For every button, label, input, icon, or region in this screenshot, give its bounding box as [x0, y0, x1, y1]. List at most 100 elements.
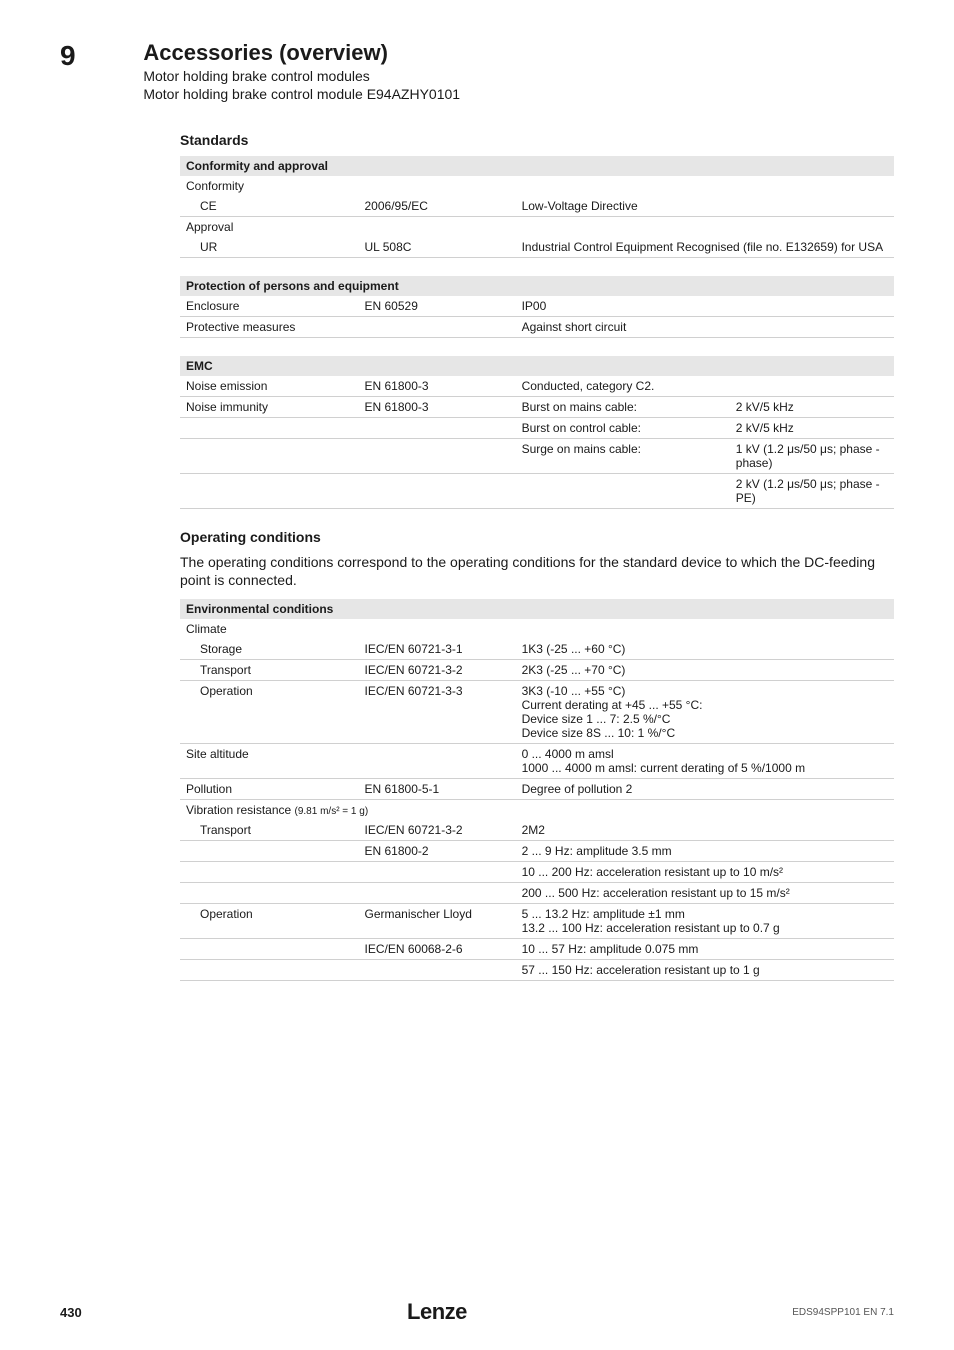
table-cell: 1 kV (1.2 μs/50 μs; phase - phase): [730, 439, 894, 474]
table-cell: Operation: [180, 904, 359, 939]
table-cell: 2 kV/5 kHz: [730, 397, 894, 418]
emc-title: EMC: [180, 356, 894, 376]
table-cell: Germanischer Lloyd: [359, 904, 516, 939]
table-row: Noise immunityEN 61800-3Burst on mains c…: [180, 397, 894, 418]
table-cell: UL 508C: [359, 237, 516, 258]
table-cell: 2006/95/EC: [359, 196, 516, 217]
table-cell: [359, 176, 516, 196]
table-cell: Against short circuit: [516, 317, 894, 338]
table-cell: Enclosure: [180, 296, 359, 317]
table-cell: 10 ... 200 Hz: acceleration resistant up…: [516, 862, 894, 883]
table-cell: 1K3 (-25 ... +60 °C): [516, 639, 894, 660]
table-cell: EN 60529: [359, 296, 516, 317]
table-cell: [359, 862, 516, 883]
page-number: 430: [60, 1305, 82, 1320]
table-cell: 2 ... 9 Hz: amplitude 3.5 mm: [516, 841, 894, 862]
table-cell: UR: [180, 237, 359, 258]
table-row: Surge on mains cable:1 kV (1.2 μs/50 μs;…: [180, 439, 894, 474]
table-row: OperationGermanischer Lloyd5 ... 13.2 Hz…: [180, 904, 894, 939]
table-row: Burst on control cable:2 kV/5 kHz: [180, 418, 894, 439]
protection-table: Protection of persons and equipment Encl…: [180, 276, 894, 338]
table-cell: [359, 418, 516, 439]
document-id: EDS94SPP101 EN 7.1: [792, 1307, 894, 1318]
table-cell: IEC/EN 60721-3-3: [359, 681, 516, 744]
table-cell: 0 ... 4000 m amsl 1000 ... 4000 m amsl: …: [516, 744, 894, 779]
table-cell: [359, 439, 516, 474]
table-cell: Degree of pollution 2: [516, 779, 894, 800]
table-cell: 2 kV (1.2 μs/50 μs; phase - PE): [730, 474, 894, 509]
table-row: IEC/EN 60068-2-610 ... 57 Hz: amplitude …: [180, 939, 894, 960]
table-cell: Low-Voltage Directive: [516, 196, 894, 217]
environmental-table: Environmental conditions Climate Storage…: [180, 599, 894, 981]
table-cell: [359, 217, 516, 238]
table-cell: EN 61800-3: [359, 376, 516, 397]
table-cell: Burst on control cable:: [516, 418, 730, 439]
table-cell: [516, 474, 730, 509]
table-cell: [180, 939, 359, 960]
table-cell: [180, 883, 359, 904]
table-cell: [180, 960, 359, 981]
vibration-label: Vibration resistance (9.81 m/s² = 1 g): [180, 800, 894, 821]
table-cell: 2K3 (-25 ... +70 °C): [516, 660, 894, 681]
table-cell: IEC/EN 60068-2-6: [359, 939, 516, 960]
table-cell: Site altitude: [180, 744, 359, 779]
standards-heading: Standards: [180, 132, 894, 148]
table-row: Approval: [180, 217, 894, 238]
table-cell: [180, 439, 359, 474]
table-cell: 57 ... 150 Hz: acceleration resistant up…: [516, 960, 894, 981]
table-cell: Transport: [180, 820, 359, 841]
table-row: OperationIEC/EN 60721-3-33K3 (-10 ... +5…: [180, 681, 894, 744]
table-row: URUL 508CIndustrial Control Equipment Re…: [180, 237, 894, 258]
sub-title-1: Motor holding brake control modules: [143, 68, 460, 84]
table-cell: Pollution: [180, 779, 359, 800]
table-cell: IEC/EN 60721-3-2: [359, 820, 516, 841]
table-cell: [359, 883, 516, 904]
vibration-text: Vibration resistance: [186, 803, 295, 817]
table-cell: [516, 176, 894, 196]
table-cell: EN 61800-3: [359, 397, 516, 418]
table-cell: [359, 317, 516, 338]
conformity-table: Conformity and approval ConformityCE2006…: [180, 156, 894, 258]
table-cell: IP00: [516, 296, 894, 317]
table-row: 200 ... 500 Hz: acceleration resistant u…: [180, 883, 894, 904]
table-row: Noise emissionEN 61800-3Conducted, categ…: [180, 376, 894, 397]
table-row: TransportIEC/EN 60721-3-22M2: [180, 820, 894, 841]
table-cell: 5 ... 13.2 Hz: amplitude ±1 mm 13.2 ... …: [516, 904, 894, 939]
main-title: Accessories (overview): [143, 40, 460, 66]
table-cell: IEC/EN 60721-3-1: [359, 639, 516, 660]
operating-body: The operating conditions correspond to t…: [180, 553, 894, 589]
table-cell: 10 ... 57 Hz: amplitude 0.075 mm: [516, 939, 894, 960]
table-cell: [359, 960, 516, 981]
table-row: EN 61800-22 ... 9 Hz: amplitude 3.5 mm: [180, 841, 894, 862]
table-cell: [180, 841, 359, 862]
table-cell: 2M2: [516, 820, 894, 841]
brand-logo: Lenze: [407, 1299, 467, 1325]
table-cell: [180, 862, 359, 883]
table-cell: IEC/EN 60721-3-2: [359, 660, 516, 681]
table-cell: [359, 744, 516, 779]
table-cell: Noise emission: [180, 376, 359, 397]
table-row: EnclosureEN 60529IP00: [180, 296, 894, 317]
table-cell: EN 61800-5-1: [359, 779, 516, 800]
table-row: TransportIEC/EN 60721-3-22K3 (-25 ... +7…: [180, 660, 894, 681]
table-cell: Noise immunity: [180, 397, 359, 418]
table-cell: Conducted, category C2.: [516, 376, 894, 397]
table-row: 57 ... 150 Hz: acceleration resistant up…: [180, 960, 894, 981]
sub-title-2: Motor holding brake control module E94AZ…: [143, 86, 460, 102]
table-cell: [180, 474, 359, 509]
table-cell: Storage: [180, 639, 359, 660]
table-cell: 200 ... 500 Hz: acceleration resistant u…: [516, 883, 894, 904]
env-title: Environmental conditions: [180, 599, 894, 619]
table-cell: Burst on mains cable:: [516, 397, 730, 418]
table-row: 2 kV (1.2 μs/50 μs; phase - PE): [180, 474, 894, 509]
table-row: Protective measures Against short circuit: [180, 317, 894, 338]
table-cell: Protective measures: [180, 317, 359, 338]
operating-heading: Operating conditions: [180, 529, 894, 545]
table-cell: Conformity: [180, 176, 359, 196]
table-cell: [180, 418, 359, 439]
table-row: 10 ... 200 Hz: acceleration resistant up…: [180, 862, 894, 883]
table-row: CE2006/95/ECLow-Voltage Directive: [180, 196, 894, 217]
table-cell: 2 kV/5 kHz: [730, 418, 894, 439]
table-cell: Operation: [180, 681, 359, 744]
table-cell: Surge on mains cable:: [516, 439, 730, 474]
